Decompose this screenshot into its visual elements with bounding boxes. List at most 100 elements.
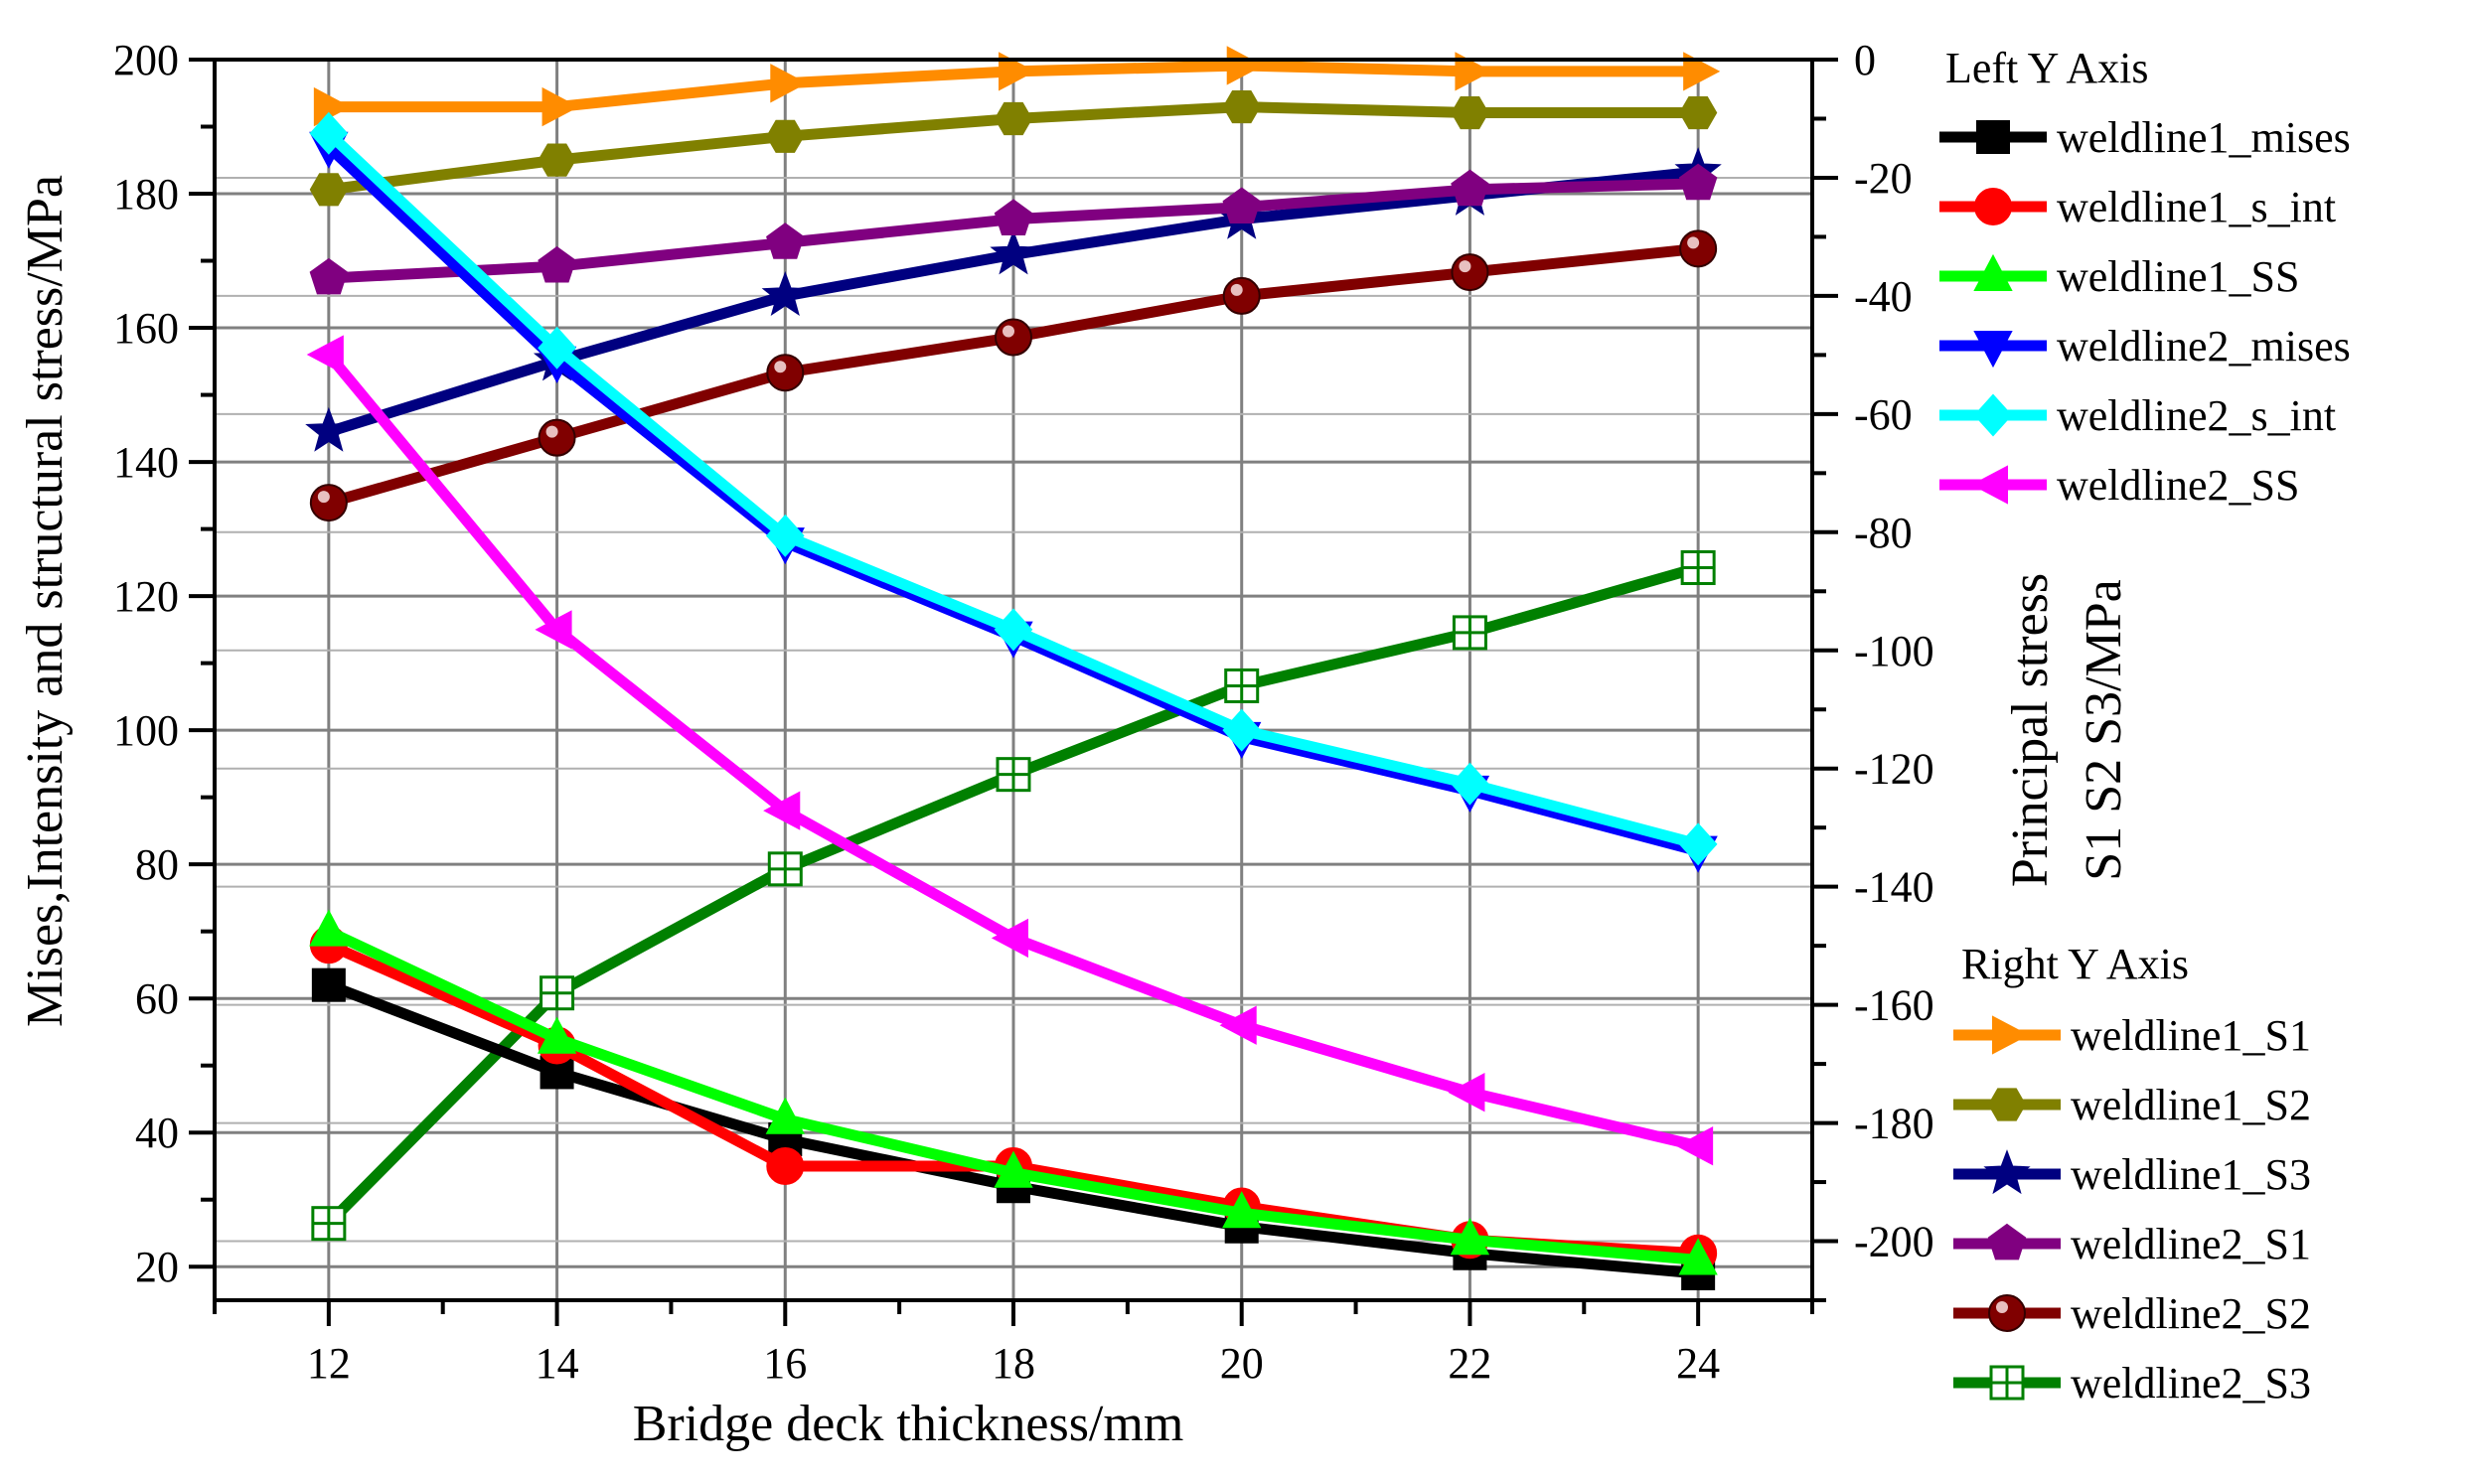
data-point-weldline2_S1	[1678, 163, 1718, 201]
data-point-weldline2_S2-body	[1222, 276, 1261, 315]
y-right-tick-label: -200	[1854, 1218, 1934, 1266]
legend-marker	[1987, 1223, 2027, 1261]
legend-marker	[1987, 1088, 2027, 1121]
y-right-tick-label: -160	[1854, 981, 1934, 1030]
data-point-weldline2_S2-highlight	[1459, 260, 1471, 273]
data-point-weldline2_S2-body	[1451, 253, 1489, 292]
x-tick-label: 22	[1448, 1339, 1491, 1388]
data-point-weldline1_S1	[1683, 52, 1721, 91]
series-weldline1_SS	[309, 909, 1718, 1275]
legend-marker-body	[1988, 1294, 2026, 1332]
data-point-weldline2_S2-body	[1679, 229, 1718, 268]
data-point-weldline1_S2	[766, 119, 805, 153]
y-right-tick-label: -180	[1854, 1100, 1934, 1148]
data-point-weldline1_SS	[309, 909, 349, 947]
data-point-weldline1_SS	[994, 1150, 1033, 1188]
data-point-weldline1_S1	[1455, 52, 1492, 91]
legend-entry-weldline2_SS: weldline2_SS	[1939, 461, 2299, 510]
data-point-weldline1_S2	[1222, 89, 1261, 124]
y-right-tick-label: -80	[1854, 509, 1913, 557]
data-point-weldline2_s_int	[1222, 708, 1262, 752]
data-point-weldline2_s_int	[1451, 762, 1489, 806]
data-point-weldline1_S3	[990, 229, 1037, 275]
data-point-weldline1_S2	[309, 173, 349, 207]
legend-label-weldline1_S3: weldline1_S3	[2071, 1150, 2311, 1199]
data-point-weldline2_S2-body	[995, 318, 1032, 357]
y-right-tick-label: 0	[1854, 36, 1876, 84]
data-point-weldline2_SS	[763, 791, 801, 830]
series-weldline2_S1	[309, 163, 1718, 295]
y-left-tick-label: 180	[113, 170, 179, 219]
data-point-weldline2_S3	[996, 757, 1031, 793]
series-weldline2_SS	[306, 335, 1714, 1166]
legend-marker	[1973, 253, 2013, 291]
data-point-weldline2_S1	[538, 245, 576, 283]
y-left-tick-label: 100	[113, 706, 179, 755]
legend-entry-weldline2_s_int: weldline2_s_int	[1939, 391, 2336, 440]
left-y-axis-title: Mises,Intensity and structural stress/MP…	[17, 175, 74, 1027]
data-point-weldline1_S2	[994, 101, 1033, 136]
data-point-weldline2_S2-body	[766, 354, 805, 392]
legend-label-weldline2_s_int: weldline2_s_int	[2057, 391, 2336, 440]
legend-layer: weldline1_mises weldline1_s_int weldline1_…	[1939, 113, 2351, 1408]
legend-marker	[1970, 465, 2008, 505]
data-point-weldline2_S1	[309, 257, 349, 295]
data-point-weldline1_S1	[770, 64, 808, 103]
data-point-weldline2_S2-body	[309, 484, 348, 522]
x-tick-label: 20	[1220, 1339, 1264, 1388]
legend-label-weldline2_SS: weldline2_SS	[2057, 461, 2299, 510]
legend-entry-weldline1_SS: weldline1_SS	[1939, 252, 2299, 301]
series-weldline2_S2	[309, 229, 1718, 522]
x-tick-label: 24	[1676, 1339, 1720, 1388]
data-point-weldline1_SS	[1450, 1218, 1490, 1256]
data-point-weldline1_mises	[311, 967, 346, 1002]
legend-left-heading: Left Y Axis	[1945, 44, 2149, 92]
y-right-tick-label: -60	[1854, 390, 1913, 439]
data-point-weldline1_s_int	[766, 1146, 805, 1185]
data-point-weldline2_S2-highlight	[1687, 236, 1700, 249]
data-point-weldline2_S2-highlight	[774, 361, 787, 373]
data-point-weldline1_S3	[305, 406, 353, 452]
legend-label-weldline2_mises: weldline2_mises	[2057, 322, 2351, 371]
data-point-weldline1_S1	[541, 86, 579, 127]
legend-entry-weldline1_S3: weldline1_S3	[1953, 1149, 2311, 1199]
data-point-weldline2_s_int	[765, 514, 805, 557]
data-point-weldline2_SS	[1448, 1073, 1485, 1113]
legend-label-weldline1_SS: weldline1_SS	[2057, 252, 2299, 301]
data-point-weldline1_S1	[1226, 46, 1264, 85]
data-point-weldline2_S1	[766, 223, 805, 259]
legend-marker	[1973, 393, 2013, 437]
legend-entry-weldline1_S1: weldline1_S1	[1953, 1011, 2311, 1060]
x-tick-label: 14	[536, 1339, 579, 1388]
legend-marker	[1976, 120, 2010, 154]
y-left-tick-label: 80	[135, 840, 179, 889]
y-right-tick-label: -140	[1854, 863, 1934, 912]
data-point-weldline2_S3	[1680, 549, 1716, 585]
data-point-weldline2_S2	[538, 418, 576, 457]
legend-entry-weldline2_mises: weldline2_mises	[1939, 322, 2351, 371]
data-point-weldline2_s_int	[1678, 822, 1718, 866]
data-point-weldline2_S2-highlight	[545, 425, 558, 438]
series-weldline1_S2	[309, 89, 1718, 207]
right-y-axis-title-line2: S1 S2 S3/MPa	[2076, 579, 2132, 880]
data-point-weldline1_S1	[999, 52, 1036, 91]
y-left-tick-label: 120	[113, 572, 179, 621]
axes-layer: 12 14 16 18 20 22 24 20 40 60 80 100 120 140 160 180 200…	[113, 36, 1934, 1388]
y-left-tick-label: 40	[135, 1109, 179, 1157]
legend-label-weldline1_mises: weldline1_mises	[2057, 113, 2351, 162]
data-point-weldline2_S3	[767, 851, 803, 887]
legend-label-weldline1_S1: weldline1_S1	[2071, 1011, 2311, 1060]
legend-entry-weldline2_S2: weldline2_S2	[1953, 1289, 2311, 1338]
data-point-weldline2_S2-highlight	[1003, 325, 1014, 338]
y-left-tick-label: 60	[135, 974, 179, 1023]
legend-marker-highlight	[1996, 1301, 2008, 1313]
legend-entry-weldline1_S2: weldline1_S2	[1953, 1081, 2311, 1129]
y-right-tick-label: -120	[1854, 745, 1934, 794]
data-point-weldline2_S2	[1451, 253, 1489, 292]
legend-marker	[1988, 1294, 2026, 1332]
data-point-weldline1_S3	[761, 271, 809, 317]
legend-entry-weldline2_S1: weldline2_S1	[1953, 1220, 2311, 1268]
x-tick-label: 16	[763, 1339, 807, 1388]
data-point-weldline2_S3	[311, 1206, 347, 1242]
